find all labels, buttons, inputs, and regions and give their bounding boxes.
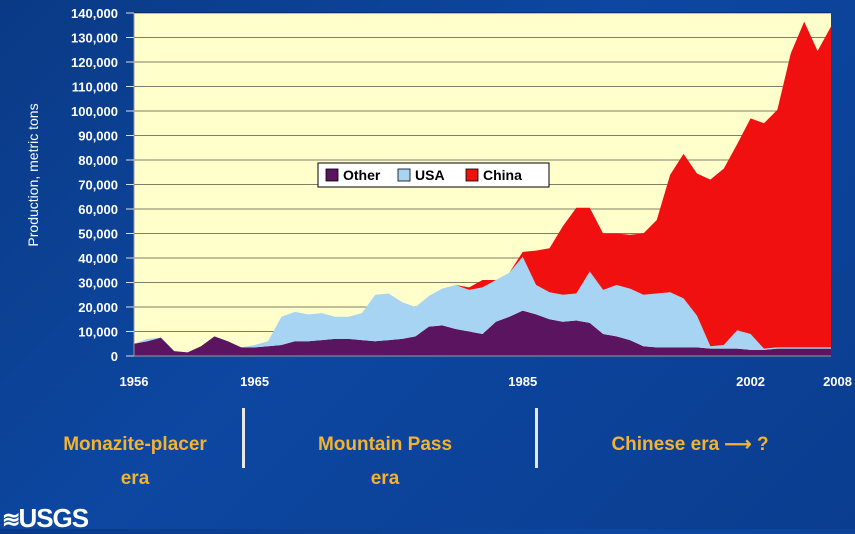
era-monazite-line1: Monazite-placer: [63, 434, 207, 455]
y-tick-label: 80,000: [78, 153, 118, 168]
legend-label-china: China: [483, 167, 522, 183]
y-tick-label: 40,000: [78, 251, 118, 266]
era-separator: [535, 408, 538, 468]
production-chart: 0 10,000 20,000 30,000 40,000 50,000 60,000 70,…: [25, 6, 852, 389]
y-tick-label: 140,000: [71, 6, 118, 21]
era-chinese: Chinese era ⟶ ?: [570, 428, 810, 462]
x-tick-labels: 1956 1965 1985 2002 2008: [120, 374, 852, 389]
era-chinese-line1: Chinese era ⟶ ?: [611, 434, 769, 455]
era-mountain-pass-line2: era: [370, 468, 400, 489]
usgs-logo: ≋USGS: [2, 503, 89, 534]
era-monazite-line2: era: [120, 468, 150, 489]
legend-swatch-china: [465, 168, 479, 182]
usgs-wave-icon: ≋: [2, 507, 21, 532]
area-usa: [134, 256, 831, 353]
y-axis-label: Production, metric tons: [25, 103, 41, 246]
x-tick-label: 1985: [508, 374, 537, 389]
legend-swatch-usa: [397, 168, 411, 182]
legend-label-usa: USA: [415, 167, 445, 183]
legend-label-other: Other: [343, 167, 381, 183]
era-mountain-pass: Mountain Pass era: [280, 428, 490, 496]
y-tick-label: 110,000: [72, 80, 118, 95]
y-tick-label: 30,000: [78, 276, 118, 291]
y-tick-label: 10,000: [78, 325, 118, 340]
x-tick-label: 1956: [120, 374, 149, 389]
legend: Other USA China: [317, 162, 550, 188]
y-tick-label: 100,000: [71, 104, 118, 119]
era-separator: [242, 408, 245, 468]
y-tick-label: 90,000: [78, 129, 118, 144]
y-tick-label: 130,000: [71, 31, 118, 46]
area-other: [134, 310, 831, 356]
gridlines: [134, 12, 831, 357]
y-tick-label: 50,000: [78, 227, 118, 242]
y-tick-label: 70,000: [78, 178, 118, 193]
x-tick-label: 2008: [823, 374, 852, 389]
y-tick-label: 0: [111, 349, 118, 364]
area-china: [134, 21, 831, 353]
legend-box: [317, 162, 550, 188]
legend-swatch-other: [325, 168, 339, 182]
x-tick-label: 1965: [240, 374, 269, 389]
era-monazite: Monazite-placer era: [30, 428, 240, 496]
x-tick-label: 2002: [736, 374, 765, 389]
y-tick-labels: 0 10,000 20,000 30,000 40,000 50,000 60,000 70,…: [71, 6, 134, 364]
usgs-logo-text: USGS: [18, 503, 89, 533]
era-mountain-pass-line1: Mountain Pass: [317, 434, 453, 455]
y-tick-label: 20,000: [78, 300, 118, 315]
y-tick-label: 60,000: [78, 202, 118, 217]
y-tick-label: 120,000: [71, 55, 118, 70]
